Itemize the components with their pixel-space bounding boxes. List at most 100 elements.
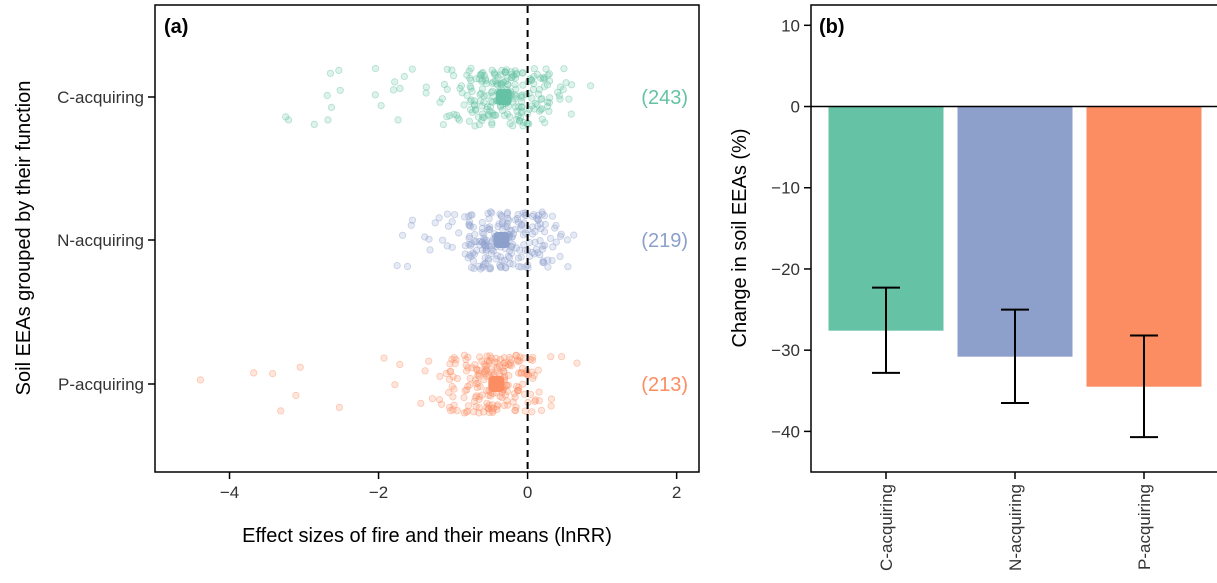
effect-size-point: [501, 361, 510, 370]
effect-size-point: [508, 73, 516, 82]
effect-size-point: [460, 351, 468, 359]
effect-size-point: [540, 83, 549, 91]
effect-size-point: [488, 109, 496, 117]
effect-size-point: [492, 71, 500, 79]
effect-size-point: [513, 214, 522, 223]
effect-size-point: [457, 82, 465, 90]
effect-size-point: [475, 395, 483, 404]
y-tick-label: −40: [771, 422, 800, 441]
effect-size-point: [488, 79, 496, 87]
effect-size-point: [511, 67, 519, 75]
effect-size-point: [547, 353, 555, 361]
effect-size-point: [509, 398, 517, 406]
effect-size-point: [530, 65, 538, 73]
effect-size-point: [470, 408, 478, 416]
effect-size-point: [530, 73, 538, 81]
effect-size-point: [465, 220, 473, 228]
effect-size-point: [335, 403, 343, 411]
effect-size-point: [462, 367, 471, 375]
effect-size-point: [516, 353, 524, 361]
panel-a-n-labels: (243) (219) (213): [641, 87, 688, 396]
effect-size-point: [323, 91, 331, 100]
effect-size-point: [488, 209, 496, 217]
effect-size-point: [463, 71, 471, 79]
effect-size-point: [475, 366, 483, 375]
effect-size-point: [466, 82, 474, 91]
effect-size-point: [335, 66, 343, 75]
effect-size-point: [389, 86, 398, 94]
effect-size-point: [393, 261, 401, 270]
x-tick-label: 2: [672, 483, 681, 502]
effect-size-point: [458, 89, 466, 97]
effect-size-point: [408, 65, 416, 73]
effect-size-point: [517, 109, 525, 117]
effect-size-point: [541, 119, 549, 127]
effect-size-point: [514, 112, 522, 120]
effect-size-point: [512, 85, 520, 93]
effect-size-point: [467, 263, 476, 272]
effect-size-point: [250, 369, 258, 377]
effect-size-point: [479, 262, 487, 270]
effect-size-point: [478, 224, 487, 232]
effect-size-point: [450, 110, 458, 118]
effect-size-point: [530, 250, 538, 258]
panel-a-y-axis-title: Soil EEAs grouped by their function: [13, 81, 35, 396]
effect-size-point: [465, 221, 473, 230]
effect-size-point: [486, 107, 494, 115]
effect-size-point: [544, 71, 552, 79]
effect-size-point: [471, 101, 479, 109]
effect-size-point: [504, 81, 512, 89]
effect-size-point: [487, 365, 495, 373]
effect-size-point: [539, 257, 548, 265]
effect-size-point: [530, 371, 538, 380]
effect-size-point: [518, 364, 527, 372]
effect-size-point: [493, 80, 501, 88]
effect-size-point: [462, 361, 470, 369]
effect-size-point: [534, 249, 542, 257]
effect-size-point: [468, 87, 476, 96]
effect-size-point: [496, 71, 505, 79]
effect-size-point: [465, 240, 473, 248]
effect-size-point: [487, 97, 495, 106]
effect-size-point: [436, 372, 444, 380]
effect-size-point: [464, 382, 472, 390]
effect-size-point: [471, 393, 480, 401]
effect-size-point: [530, 80, 538, 88]
effect-size-point: [446, 406, 455, 415]
effect-size-point: [482, 247, 490, 255]
effect-size-point: [531, 397, 539, 405]
effect-size-point: [527, 76, 536, 84]
effect-size-point: [538, 95, 546, 103]
effect-size-point: [498, 220, 506, 228]
effect-size-point: [534, 90, 543, 98]
effect-size-point: [504, 401, 512, 409]
effect-size-point: [509, 260, 517, 268]
effect-size-point: [543, 81, 552, 89]
effect-size-point: [482, 372, 490, 380]
effect-size-point: [563, 236, 572, 244]
effect-size-point: [483, 352, 491, 360]
effect-size-point: [448, 66, 456, 74]
effect-size-point: [466, 106, 475, 114]
y-tick-label: N-acquiring: [57, 231, 144, 250]
effect-size-point: [489, 92, 497, 100]
effect-size-point: [521, 369, 529, 377]
effect-size-point: [486, 357, 494, 365]
effect-size-point: [534, 211, 542, 219]
effect-size-point: [470, 250, 478, 258]
effect-size-point: [492, 354, 500, 362]
effect-size-point: [504, 252, 512, 260]
effect-size-point: [528, 356, 537, 364]
effect-size-point: [482, 366, 490, 374]
effect-size-point: [485, 215, 493, 223]
effect-size-point: [511, 225, 519, 233]
effect-size-point: [545, 99, 554, 107]
effect-size-point: [455, 229, 463, 237]
effect-size-point: [446, 360, 454, 368]
effect-size-point: [486, 392, 495, 400]
effect-size-point: [481, 362, 489, 370]
effect-size-point: [499, 364, 507, 372]
effect-size-point: [531, 99, 540, 108]
effect-size-point: [506, 359, 515, 367]
x-tick-label: N-acquiring: [1006, 484, 1025, 571]
